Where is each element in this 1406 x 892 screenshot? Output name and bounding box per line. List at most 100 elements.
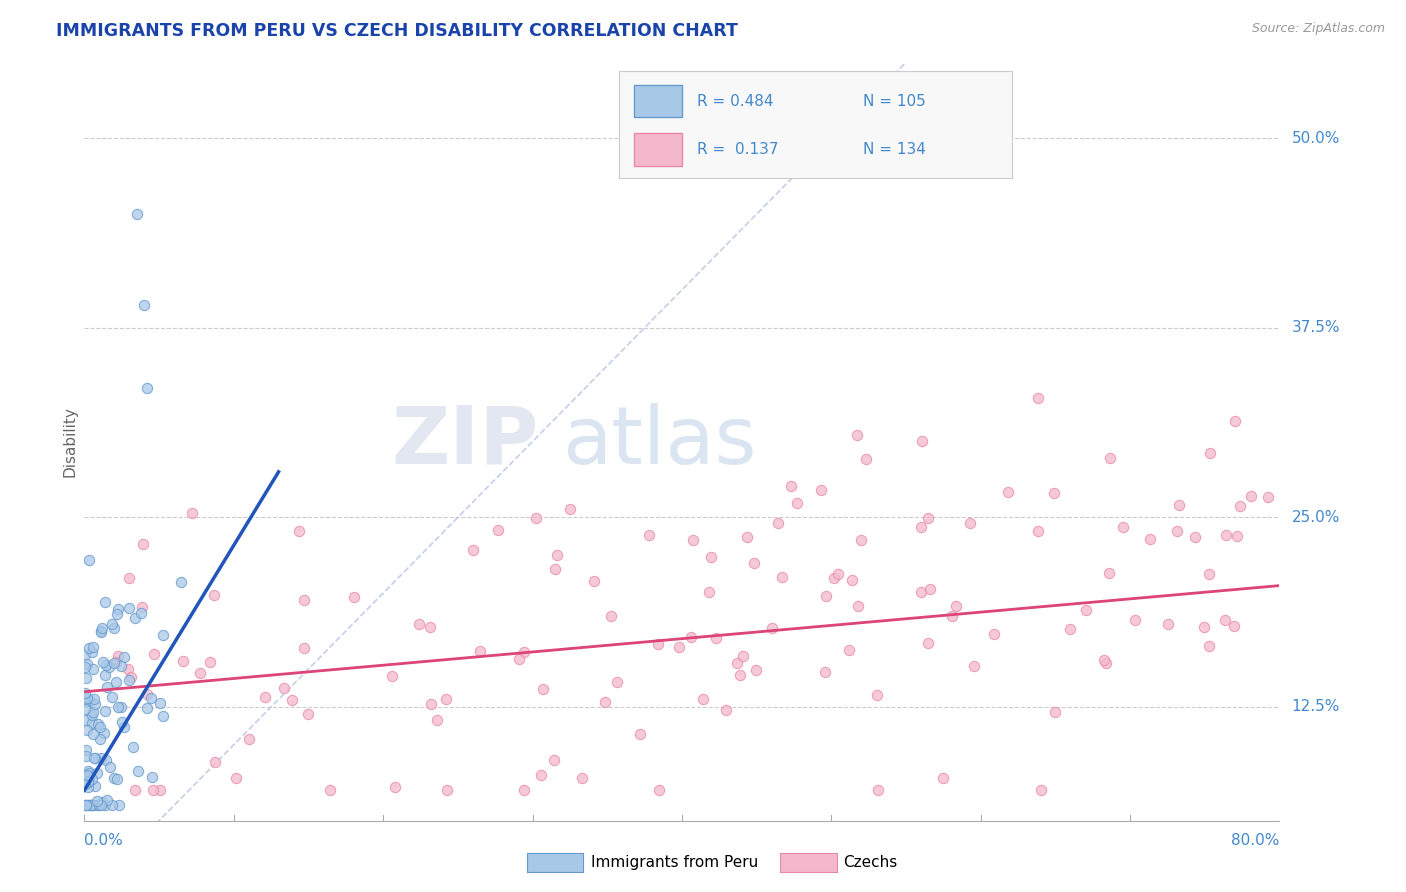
- Point: [319, 783, 342, 797]
- Point: [848, 599, 870, 613]
- Point: [910, 519, 932, 533]
- Point: [103, 656, 125, 670]
- Point: [131, 600, 153, 615]
- Point: [75, 672, 97, 686]
- Point: [530, 767, 553, 781]
- Point: [87, 717, 110, 731]
- Point: [90, 751, 112, 765]
- Point: [142, 783, 165, 797]
- Point: [1213, 613, 1236, 627]
- Point: [918, 582, 941, 596]
- Point: [82, 640, 104, 654]
- Point: [823, 571, 845, 585]
- Point: [253, 690, 276, 704]
- Point: [75, 798, 97, 813]
- Point: [124, 783, 146, 797]
- Point: [543, 753, 565, 767]
- Point: [910, 584, 932, 599]
- Point: [82, 662, 104, 676]
- Point: [571, 772, 593, 786]
- Point: [86, 798, 108, 813]
- Point: [513, 645, 536, 659]
- Point: [141, 771, 163, 785]
- Point: [434, 692, 457, 706]
- Point: [1198, 566, 1220, 581]
- Point: [75, 743, 97, 757]
- Point: [103, 771, 125, 785]
- Point: [136, 701, 159, 715]
- Point: [108, 798, 131, 813]
- Point: [91, 621, 114, 635]
- Point: [77, 798, 100, 813]
- Point: [779, 479, 801, 493]
- Point: [82, 727, 104, 741]
- Point: [107, 607, 129, 622]
- Y-axis label: Disability: Disability: [62, 406, 77, 477]
- Point: [103, 621, 125, 635]
- Point: [77, 773, 100, 788]
- Point: [82, 798, 104, 813]
- Point: [73, 777, 96, 791]
- Point: [725, 657, 748, 671]
- Point: [101, 690, 124, 704]
- Point: [1026, 391, 1049, 405]
- Point: [75, 660, 97, 674]
- Point: [82, 705, 104, 719]
- Point: [770, 570, 793, 584]
- Point: [436, 783, 458, 797]
- Point: [204, 755, 226, 769]
- Point: [733, 648, 755, 663]
- Point: [737, 530, 759, 544]
- Point: [93, 726, 115, 740]
- Point: [149, 696, 172, 710]
- Point: [76, 775, 98, 789]
- Point: [297, 706, 319, 721]
- Point: [118, 571, 141, 585]
- Point: [827, 567, 849, 582]
- Point: [80, 798, 103, 813]
- Point: [80, 772, 103, 786]
- Point: [132, 298, 156, 312]
- Point: [292, 593, 315, 607]
- Point: [79, 553, 101, 567]
- Point: [73, 685, 96, 699]
- Point: [225, 771, 247, 785]
- Point: [83, 751, 105, 765]
- Point: [408, 617, 430, 632]
- Point: [1166, 524, 1188, 539]
- Point: [983, 627, 1005, 641]
- Point: [94, 704, 117, 718]
- Point: [97, 660, 120, 674]
- Point: [486, 524, 509, 538]
- Point: [681, 630, 703, 644]
- Point: [136, 382, 159, 396]
- Point: [94, 753, 117, 767]
- Point: [110, 700, 132, 714]
- Point: [188, 666, 211, 681]
- Point: [1099, 450, 1122, 465]
- Point: [692, 691, 714, 706]
- Point: [1222, 619, 1244, 633]
- Point: [1192, 619, 1215, 633]
- Point: [152, 708, 174, 723]
- Point: [200, 655, 222, 669]
- Point: [77, 766, 100, 780]
- Point: [1043, 486, 1066, 500]
- Point: [105, 675, 128, 690]
- Point: [101, 798, 124, 813]
- Point: [1168, 498, 1191, 512]
- Point: [142, 648, 165, 662]
- Point: [80, 798, 103, 813]
- Point: [112, 649, 135, 664]
- Text: R =  0.137: R = 0.137: [697, 142, 779, 157]
- Point: [917, 510, 939, 524]
- Point: [90, 798, 112, 813]
- Point: [531, 682, 554, 697]
- Point: [682, 533, 704, 547]
- Point: [86, 766, 108, 780]
- Point: [82, 645, 104, 659]
- Text: 50.0%: 50.0%: [1292, 131, 1340, 145]
- Point: [288, 524, 311, 538]
- Point: [786, 496, 808, 510]
- Point: [75, 713, 97, 727]
